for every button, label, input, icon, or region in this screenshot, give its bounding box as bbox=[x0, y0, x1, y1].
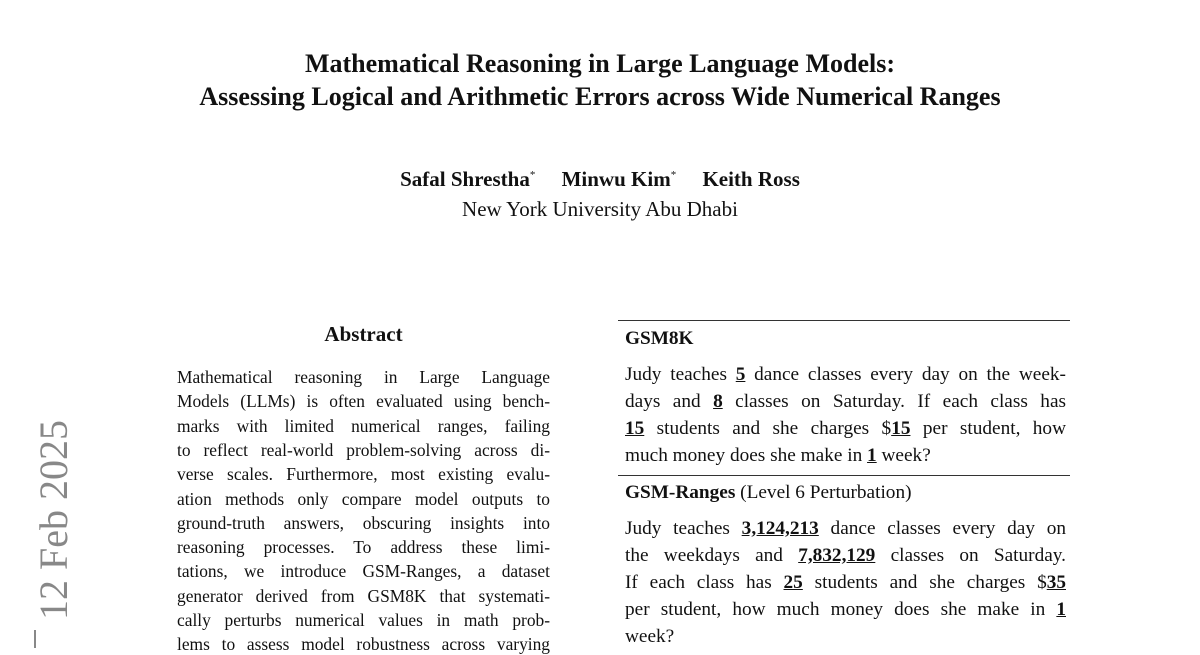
text: per student, how much money does she mak… bbox=[625, 599, 1057, 620]
text: Judy teaches bbox=[625, 364, 736, 385]
number: 15 bbox=[625, 418, 645, 439]
text: per student, how bbox=[910, 418, 1067, 439]
rule bbox=[618, 320, 1070, 321]
number: 1 bbox=[1056, 599, 1066, 620]
text-line: per student, how much money does she mak… bbox=[625, 599, 1066, 621]
author: Keith Ross bbox=[702, 167, 800, 191]
abstract-line: generator derived from GSM8K that system… bbox=[177, 585, 550, 606]
box-title: GSM8K bbox=[625, 328, 694, 349]
affiliation: New York University Abu Dhabi bbox=[462, 197, 738, 221]
text: much money does she make in bbox=[625, 445, 868, 466]
text-line: days and 8 classes on Saturday. If each … bbox=[625, 391, 1066, 413]
text: week? bbox=[876, 445, 931, 466]
text-line: If each class has 25 students and she ch… bbox=[625, 572, 1066, 594]
text-line: the weekdays and 7,832,129 classes on Sa… bbox=[625, 545, 1066, 567]
text: students and she charges $ bbox=[644, 418, 892, 439]
abstract-line: tations, we introduce GSM-Ranges, a data… bbox=[177, 561, 550, 582]
number: 7,832,129 bbox=[798, 545, 876, 566]
abstract-heading: Abstract bbox=[324, 322, 403, 346]
rule bbox=[618, 475, 1070, 476]
author: Safal Shrestha bbox=[400, 167, 530, 191]
text: Judy teaches bbox=[625, 518, 742, 539]
author: Minwu Kim bbox=[561, 167, 671, 191]
box-title: GSM-Ranges (Level 6 Perturbation) bbox=[625, 482, 912, 504]
abstract-line: lems to assess model robustness across v… bbox=[177, 634, 550, 655]
number: 15 bbox=[891, 418, 911, 439]
number: 25 bbox=[783, 572, 803, 593]
text-line: Judy teaches 5 dance classes every day o… bbox=[625, 364, 1066, 386]
abstract-line: to reflect real-world problem-solving ac… bbox=[177, 439, 550, 460]
abstract-line: marks with limited numerical ranges, fai… bbox=[177, 415, 550, 436]
number: 3,124,213 bbox=[741, 518, 819, 539]
abstract-line: reasoning processes. To address these li… bbox=[177, 537, 550, 558]
number: 5 bbox=[735, 364, 746, 385]
author-mark: * bbox=[529, 169, 536, 181]
number: 8 bbox=[713, 391, 723, 412]
text: days and bbox=[625, 391, 714, 412]
text: classes on Saturday. bbox=[875, 545, 1066, 566]
stamp-bar bbox=[34, 630, 36, 648]
text: dance classes every day on bbox=[818, 518, 1066, 539]
text: week? bbox=[625, 626, 675, 647]
text-line: 15 students and she charges $15 per stud… bbox=[625, 418, 1066, 440]
number: 35 bbox=[1046, 572, 1066, 593]
text-line: much money does she make in 1 week? bbox=[625, 445, 1066, 467]
authors: Safal Shrestha* Minwu Kim* Keith Ross bbox=[0, 167, 1200, 192]
author-mark: * bbox=[670, 169, 677, 181]
text-line: week? bbox=[625, 626, 1066, 648]
text: the weekdays and bbox=[625, 545, 799, 566]
box-subtitle: (Level 6 Perturbation) bbox=[740, 482, 912, 503]
text: If each class has bbox=[625, 572, 784, 593]
title-line: Assessing Logical and Arithmetic Errors … bbox=[199, 82, 1001, 111]
abstract-line: cally perturbs numerical values in math … bbox=[177, 610, 550, 630]
text: classes on Saturday. If each class has bbox=[722, 391, 1067, 412]
abstract-line: Mathematical reasoning in Large Language bbox=[177, 367, 550, 387]
abstract-line: ation methods only compare model outputs… bbox=[177, 488, 550, 509]
abstract-line: ground-truth answers, obscuring insights… bbox=[177, 512, 550, 533]
text-line: Judy teaches 3,124,213 dance classes eve… bbox=[625, 518, 1066, 540]
box-title-text: GSM-Ranges bbox=[625, 482, 736, 503]
abstract-line: verse scales. Furthermore, most existing… bbox=[177, 464, 550, 485]
number: 1 bbox=[867, 445, 877, 466]
title-line: Mathematical Reasoning in Large Language… bbox=[304, 49, 896, 78]
side-stamp-text: 12 Feb 2025 bbox=[31, 420, 76, 620]
text: dance classes every day on the week- bbox=[745, 364, 1066, 385]
side-stamp: 12 Feb 2025 bbox=[31, 420, 76, 620]
abstract-line: Models (LLMs) is often evaluated using b… bbox=[177, 391, 550, 412]
text: students and she charges $ bbox=[802, 572, 1047, 593]
